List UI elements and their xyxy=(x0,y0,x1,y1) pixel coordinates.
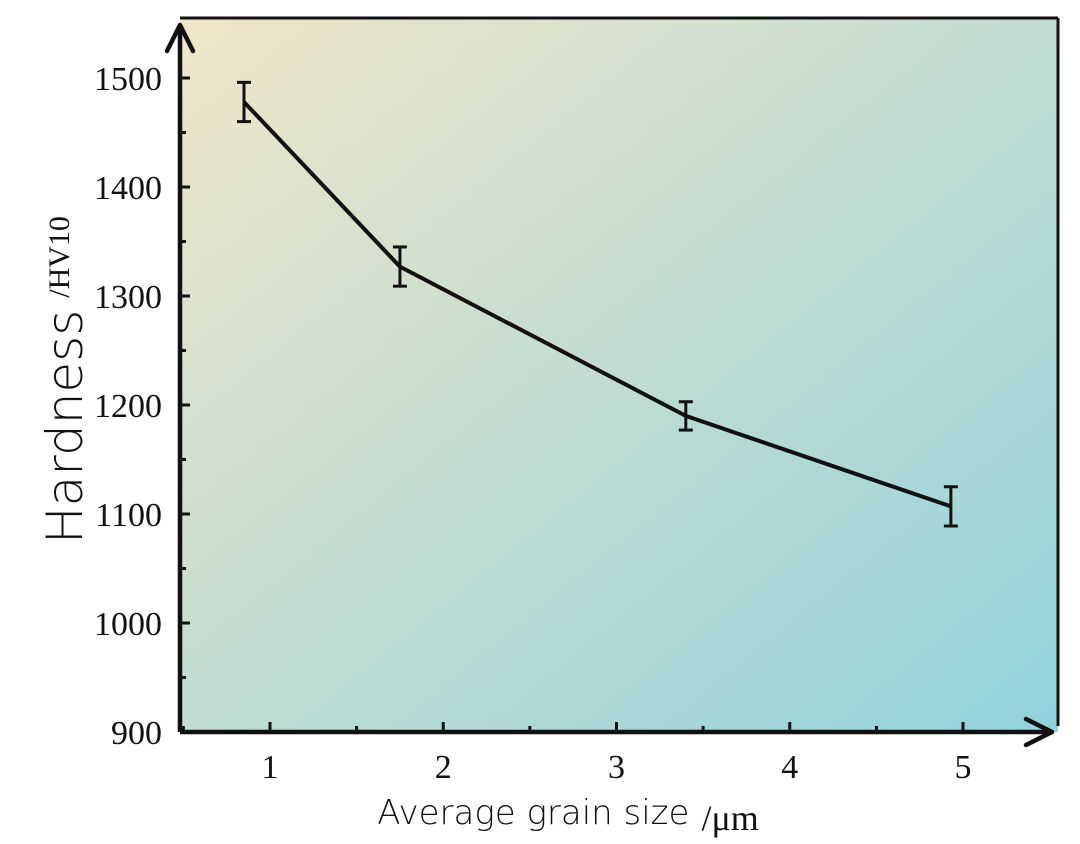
y-tick-label: 1000 xyxy=(94,606,162,643)
y-tick-label: 1400 xyxy=(94,170,162,207)
plot-background xyxy=(180,18,1058,732)
y-axis-label-text: Hardness xyxy=(36,310,94,544)
y-tick-label: 900 xyxy=(111,715,162,752)
y-tick-label: 1300 xyxy=(94,279,162,316)
y-axis-label: Hardness /HV10 xyxy=(36,216,94,544)
x-tick-label: 5 xyxy=(955,749,972,786)
y-axis-arrow xyxy=(164,22,196,54)
x-tick-label: 1 xyxy=(262,749,279,786)
x-tick-label: 3 xyxy=(608,749,625,786)
y-ticks: 900 1000 1100 1200 1300 1400 1500 xyxy=(94,61,190,752)
error-bar xyxy=(237,80,252,124)
y-tick-label: 1500 xyxy=(94,61,162,98)
error-bar xyxy=(943,485,958,528)
x-tick-label: 2 xyxy=(435,749,452,786)
series-line xyxy=(242,100,952,509)
error-bar xyxy=(392,245,407,288)
x-axis-arrow xyxy=(1023,716,1055,748)
y-tick-label: 1200 xyxy=(94,388,162,425)
x-ticks: 1 2 3 4 5 xyxy=(181,722,972,786)
x-axis-unit: /μm xyxy=(701,798,758,838)
series-group xyxy=(237,80,958,528)
y-axis-unit: /HV10 xyxy=(43,216,76,298)
y-tick-label: 1100 xyxy=(95,497,162,534)
x-tick-label: 4 xyxy=(781,749,798,786)
x-axis-label: Average grain size /μm xyxy=(377,793,759,838)
x-axis-label-text: Average grain size xyxy=(377,793,689,833)
error-bar xyxy=(678,400,693,432)
